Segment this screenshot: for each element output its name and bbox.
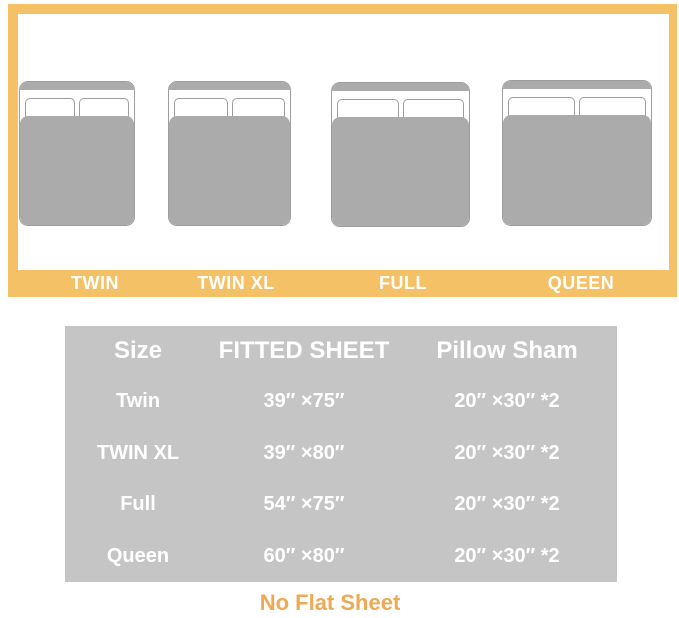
size-label-twin: TWIN	[71, 273, 119, 293]
table-cell-size: Twin	[115, 390, 161, 413]
headboard-shape	[169, 82, 290, 90]
fitted-sheet-shape	[503, 115, 651, 225]
table-cell-fitted-sheet: 60″ ×80″	[263, 544, 345, 567]
size-label-full: FULL	[379, 273, 427, 293]
table-header-pillow-sham: Pillow Sham	[436, 337, 578, 364]
table-cell-size: Queen	[106, 544, 170, 567]
fitted-sheet-shape	[169, 116, 290, 225]
bed-illustration-full	[331, 82, 470, 227]
bed-illustration-twin	[19, 81, 135, 226]
table-cell-fitted-sheet: 39″ ×80″	[263, 441, 345, 464]
table-cell-size: Full	[120, 493, 156, 516]
bed-illustration-queen	[502, 80, 652, 226]
table-cell-fitted-sheet: 39″ ×75″	[263, 390, 345, 413]
table-header-size: Size	[113, 337, 163, 364]
no-flat-sheet-note: No Flat Sheet	[259, 590, 401, 615]
table-cell-size: TWIN XL	[96, 441, 180, 464]
table-cell-pillow-sham: 20″ ×30″ *2	[454, 390, 560, 413]
headboard-shape	[332, 83, 469, 91]
size-table: Size FITTED SHEET Pillow Sham Twin 39″ ×…	[65, 326, 617, 582]
table-header-fitted-sheet: FITTED SHEET	[218, 337, 390, 364]
headboard-shape	[503, 81, 651, 89]
headboard-shape	[20, 82, 134, 90]
fitted-sheet-shape	[332, 117, 469, 226]
bed-illustration-twin-xl	[168, 81, 291, 226]
table-cell-pillow-sham: 20″ ×30″ *2	[454, 441, 560, 464]
table-cell-pillow-sham: 20″ ×30″ *2	[454, 544, 560, 567]
table-cell-fitted-sheet: 54″ ×75″	[263, 493, 345, 516]
table-cell-pillow-sham: 20″ ×30″ *2	[454, 493, 560, 516]
fitted-sheet-shape	[20, 116, 134, 225]
size-label-queen: QUEEN	[547, 273, 615, 293]
size-label-twin-xl: TWIN XL	[197, 273, 275, 293]
